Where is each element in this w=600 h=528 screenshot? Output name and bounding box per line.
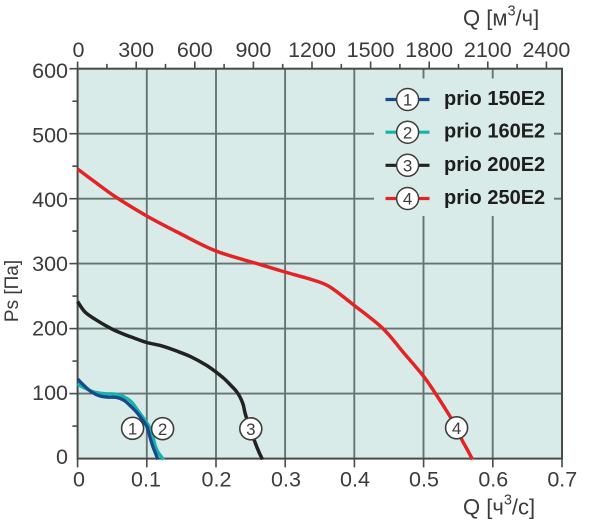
- svg-text:300: 300: [118, 38, 154, 62]
- svg-text:0.7: 0.7: [547, 468, 577, 492]
- svg-text:4: 4: [452, 419, 461, 438]
- svg-text:100: 100: [32, 381, 68, 405]
- svg-text:prio 250E2: prio 250E2: [444, 187, 545, 209]
- svg-text:0.4: 0.4: [340, 468, 370, 492]
- svg-text:3: 3: [246, 420, 255, 439]
- svg-text:2400: 2400: [522, 38, 570, 62]
- svg-text:0.1: 0.1: [131, 468, 161, 492]
- svg-text:2: 2: [158, 420, 167, 439]
- svg-text:600: 600: [177, 38, 213, 62]
- svg-text:Q [м3/ч]: Q [м3/ч]: [463, 4, 539, 31]
- svg-text:900: 900: [235, 38, 271, 62]
- svg-text:2: 2: [403, 123, 412, 142]
- svg-text:600: 600: [32, 59, 68, 83]
- svg-text:Ps [Па]: Ps [Па]: [2, 260, 23, 322]
- svg-text:prio 200E2: prio 200E2: [444, 154, 545, 176]
- svg-text:0: 0: [56, 445, 68, 469]
- svg-text:300: 300: [32, 252, 68, 276]
- svg-text:0.2: 0.2: [202, 468, 232, 492]
- svg-text:0: 0: [73, 38, 85, 62]
- svg-text:1: 1: [128, 419, 137, 438]
- svg-text:0.5: 0.5: [409, 468, 439, 492]
- svg-text:0: 0: [73, 468, 85, 492]
- svg-text:4: 4: [403, 190, 412, 209]
- svg-text:1500: 1500: [347, 38, 395, 62]
- svg-text:prio 160E2: prio 160E2: [444, 121, 545, 143]
- svg-text:1200: 1200: [288, 38, 336, 62]
- svg-text:0.3: 0.3: [271, 468, 301, 492]
- svg-text:1800: 1800: [405, 38, 453, 62]
- svg-text:0.6: 0.6: [478, 468, 508, 492]
- svg-text:prio 150E2: prio 150E2: [444, 88, 545, 110]
- svg-text:Q [ч3/с]: Q [ч3/с]: [463, 493, 535, 520]
- svg-text:200: 200: [32, 317, 68, 341]
- svg-text:500: 500: [32, 124, 68, 148]
- svg-text:2100: 2100: [464, 38, 512, 62]
- svg-text:400: 400: [32, 188, 68, 212]
- svg-text:3: 3: [403, 156, 412, 175]
- svg-text:1: 1: [403, 91, 412, 110]
